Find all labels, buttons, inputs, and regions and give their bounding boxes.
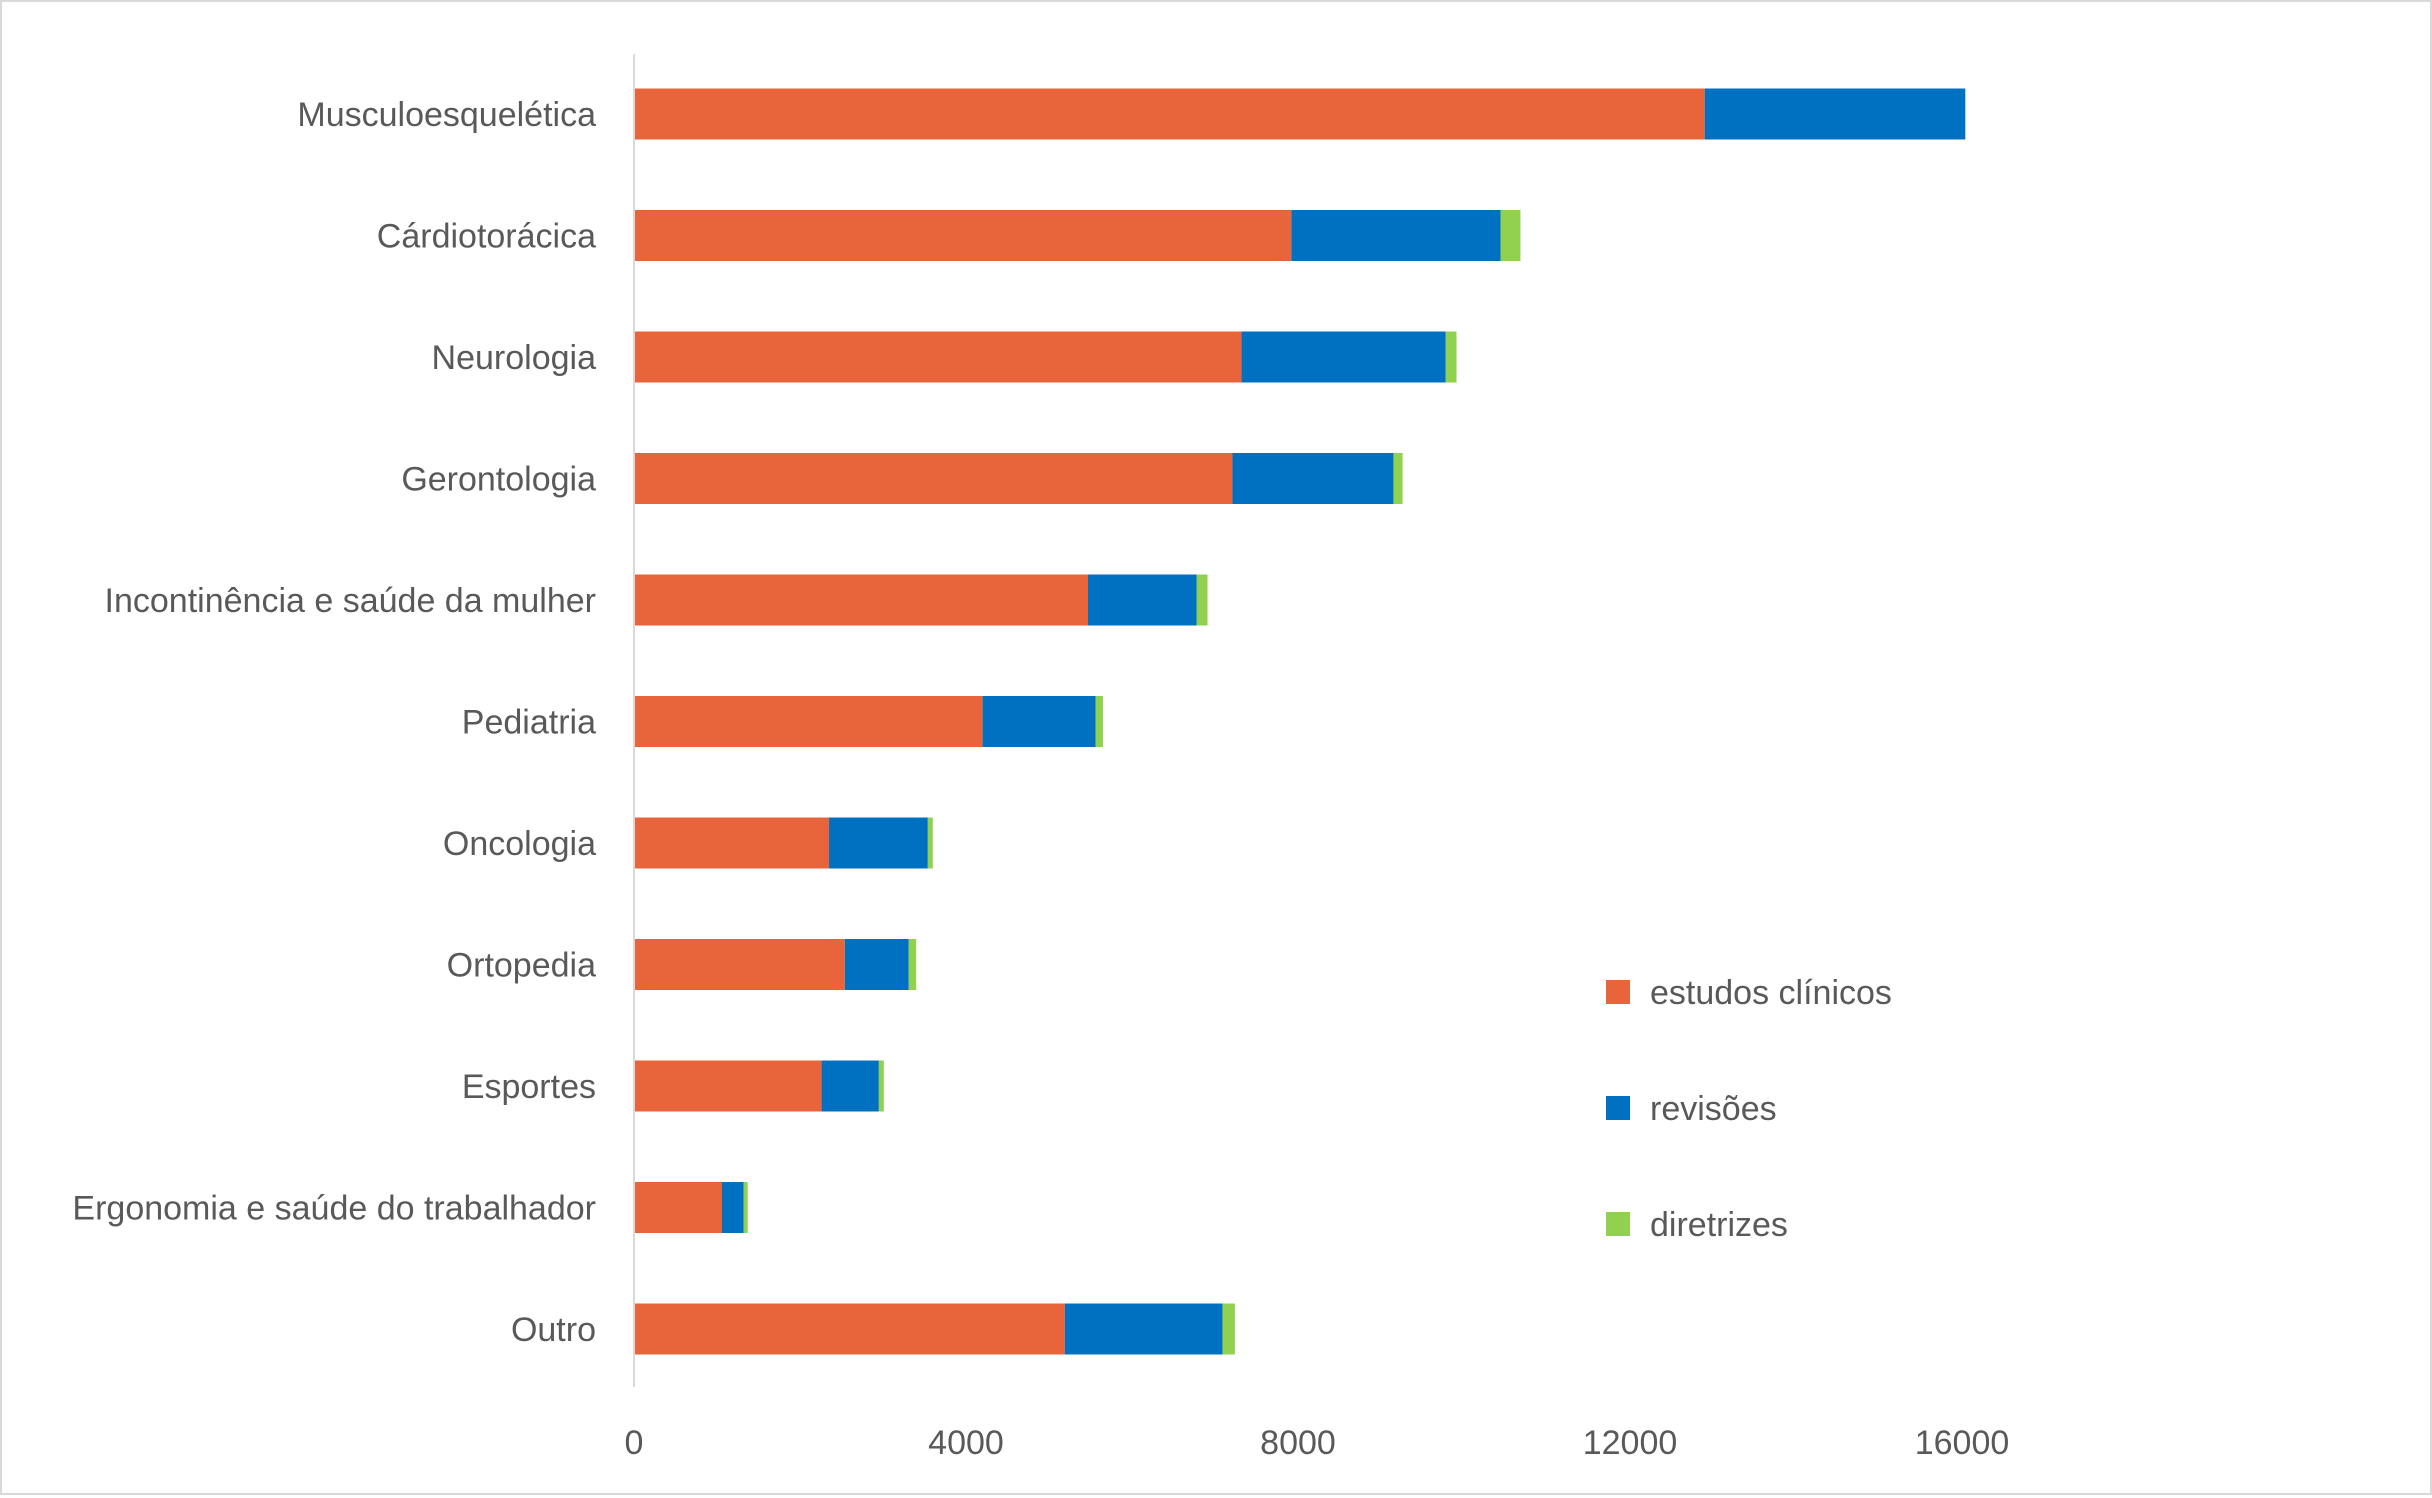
bar-segment-revisões — [1291, 210, 1501, 261]
legend-item: estudos clínicos — [1606, 974, 1892, 1012]
bar-segment-diretrizes — [1445, 331, 1457, 383]
legend-label: diretrizes — [1650, 1206, 1788, 1244]
category-label: Pediatria — [462, 704, 596, 742]
x-tick-label: 12000 — [1583, 1424, 1678, 1462]
bar-segment-estudos-clínicos — [634, 574, 1089, 626]
bar-segment-revisões — [1241, 331, 1446, 383]
legend-label: revisões — [1650, 1090, 1777, 1128]
category-label: Incontinência e saúde da mulher — [105, 582, 596, 620]
x-tick-label: 8000 — [1260, 1424, 1336, 1462]
bar-segment-diretrizes — [1500, 210, 1521, 261]
bar-segment-diretrizes — [1222, 1303, 1235, 1355]
bar-segment-revisões — [1088, 574, 1197, 626]
bar-segment-revisões — [821, 1060, 879, 1112]
legend-swatch — [1606, 1096, 1630, 1120]
category-label: Ergonomia e saúde do trabalhador — [72, 1190, 596, 1228]
bar-segment-revisões — [1232, 453, 1394, 504]
bar-segment-estudos-clínicos — [634, 88, 1705, 140]
bar-segment-estudos-clínicos — [634, 453, 1233, 504]
category-label: Gerontologia — [401, 461, 596, 499]
bar-segment-revisões — [721, 1182, 744, 1233]
bar-segment-estudos-clínicos — [634, 210, 1292, 261]
category-label: Outro — [511, 1311, 596, 1349]
bar-segment-revisões — [844, 939, 909, 990]
legend: estudos clínicos revisões diretrizes — [1606, 974, 1892, 1244]
x-tick-label: 0 — [625, 1424, 644, 1462]
bar-segment-diretrizes — [1095, 696, 1103, 747]
bar-segment-diretrizes — [1196, 574, 1208, 626]
bar-segment-revisões — [982, 696, 1096, 747]
x-tick-label: 16000 — [1915, 1424, 2010, 1462]
legend-swatch — [1606, 1212, 1630, 1236]
bar-segment-estudos-clínicos — [634, 696, 983, 747]
legend-swatch — [1606, 980, 1630, 1004]
bar-segment-estudos-clínicos — [634, 1182, 722, 1233]
category-label: Cárdiotorácica — [377, 218, 596, 256]
category-labels: Musculoesquelética Cárdiotorácica Neurolog… — [72, 96, 596, 1349]
bar-segment-estudos-clínicos — [634, 1060, 822, 1112]
legend-label: estudos clínicos — [1650, 974, 1892, 1012]
category-label: Esportes — [462, 1068, 596, 1106]
bar-segment-diretrizes — [927, 817, 933, 869]
category-label: Oncologia — [443, 825, 596, 863]
bar-segment-estudos-clínicos — [634, 331, 1242, 383]
x-tick-label: 4000 — [928, 1424, 1004, 1462]
bars-group — [634, 88, 1966, 1355]
bar-segment-revisões — [1704, 88, 1966, 140]
x-tick-labels: 0 4000 8000 12000 16000 — [625, 1424, 2010, 1462]
bar-segment-estudos-clínicos — [634, 1303, 1065, 1355]
category-label: Neurologia — [432, 339, 597, 377]
legend-item: revisões — [1606, 1090, 1777, 1128]
category-label: Ortopedia — [447, 947, 596, 985]
bar-segment-diretrizes — [878, 1060, 884, 1112]
category-label: Musculoesquelética — [297, 96, 596, 134]
bar-segment-diretrizes — [1393, 453, 1403, 504]
bar-segment-estudos-clínicos — [634, 939, 845, 990]
bar-segment-estudos-clínicos — [634, 817, 830, 869]
bar-segment-diretrizes — [908, 939, 917, 990]
legend-item: diretrizes — [1606, 1206, 1788, 1244]
bar-segment-diretrizes — [743, 1182, 748, 1233]
bar-segment-revisões — [1064, 1303, 1223, 1355]
bar-segment-revisões — [829, 817, 928, 869]
